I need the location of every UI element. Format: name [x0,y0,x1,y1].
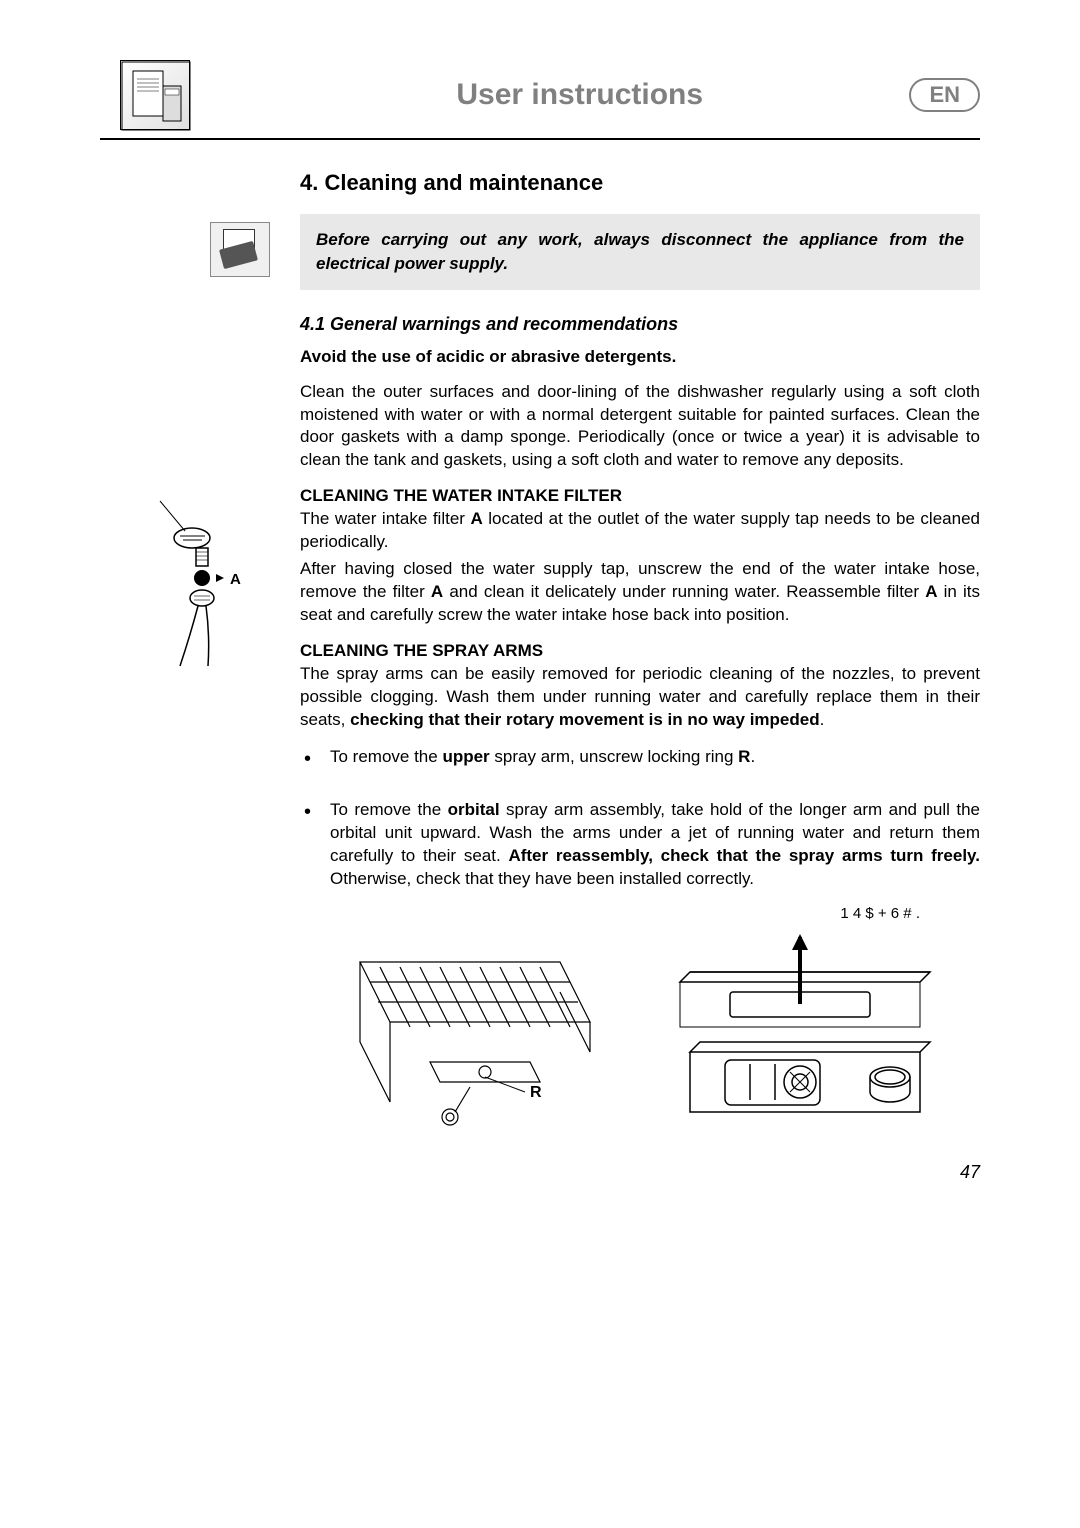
figure-upper-rack: R [330,932,610,1132]
header-title: User instructions [190,78,909,112]
header-row: User instructions EN [100,60,980,130]
warning-box: Before carrying out any work, always dis… [300,214,980,290]
figure-row: R [300,932,980,1132]
plug-icon [210,222,270,277]
orbital-code-label: 1 4 $ + 6 # . [300,905,980,922]
general-cleaning-para: Clean the outer surfaces and door-lining… [300,381,980,473]
bullet-upper: To remove the upper spray arm, unscrew l… [330,746,980,769]
manual-icon [120,60,190,130]
figure-orbital-arm [670,932,950,1132]
avoid-detergents-line: Avoid the use of acidic or abrasive dete… [300,347,980,367]
header-divider [100,138,980,140]
figure-R-label: R [530,1084,542,1101]
bullet-orbital: To remove the orbital spray arm assembly… [330,799,980,891]
spray-heading: CLEANING THE SPRAY ARMS [300,641,980,661]
subsection-4-1-title: 4.1 General warnings and recommendations [300,314,980,335]
filter-heading: CLEANING THE WATER INTAKE FILTER [300,486,980,506]
language-badge: EN [909,78,980,112]
filter-para-2: After having closed the water supply tap… [300,558,980,627]
filter-para-1: The water intake filter A located at the… [300,508,980,554]
spray-para: The spray arms can be easily removed for… [300,663,980,732]
tap-filter-icon: A [150,496,270,676]
section-title: 4. Cleaning and maintenance [300,170,980,196]
content-area: 4. Cleaning and maintenance Before carry… [100,170,980,1183]
filter-A-label: A [230,571,241,588]
warning-text: Before carrying out any work, always dis… [316,230,964,273]
page: User instructions EN 4. Cleaning and mai… [0,0,1080,1223]
filter-block: A CLEANING THE WATER INTAKE FILTER The w… [300,486,980,627]
bullet-list: To remove the upper spray arm, unscrew l… [300,746,980,891]
page-number: 47 [300,1162,980,1183]
